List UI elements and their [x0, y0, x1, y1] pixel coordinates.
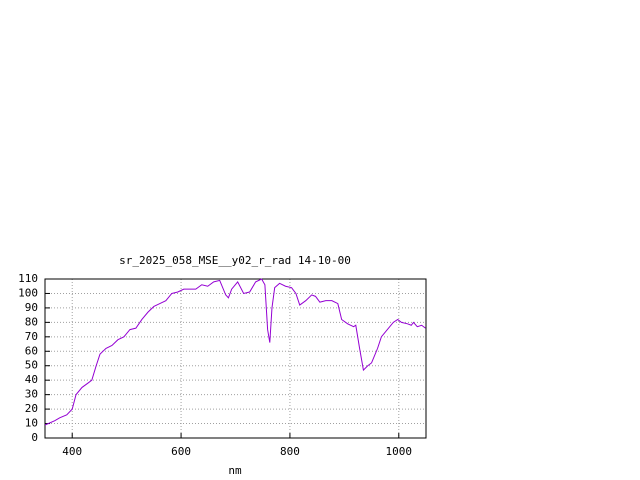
x-tick-label: 800: [280, 445, 300, 458]
y-tick-label: 30: [25, 388, 38, 401]
chart-title: sr_2025_058_MSE__y02_r_rad 14-10-00: [119, 254, 351, 267]
y-tick-label: 70: [25, 330, 38, 343]
y-tick-label: 0: [31, 431, 38, 444]
y-tick-label: 60: [25, 344, 38, 357]
y-tick-label: 90: [25, 301, 38, 314]
y-tick-label: 80: [25, 315, 38, 328]
data-line: [44, 278, 426, 426]
x-tick-label: 600: [171, 445, 191, 458]
y-tick-label: 40: [25, 373, 38, 386]
x-tick-label: 400: [62, 445, 82, 458]
y-tick-label: 20: [25, 402, 38, 415]
y-tick-label: 100: [18, 286, 38, 299]
x-axis-label: nm: [228, 464, 242, 477]
x-tick-label: 1000: [386, 445, 413, 458]
y-tick-label: 50: [25, 359, 38, 372]
y-tick-label: 10: [25, 417, 38, 430]
y-tick-label: 110: [18, 272, 38, 285]
plot-frame: [44, 278, 427, 439]
